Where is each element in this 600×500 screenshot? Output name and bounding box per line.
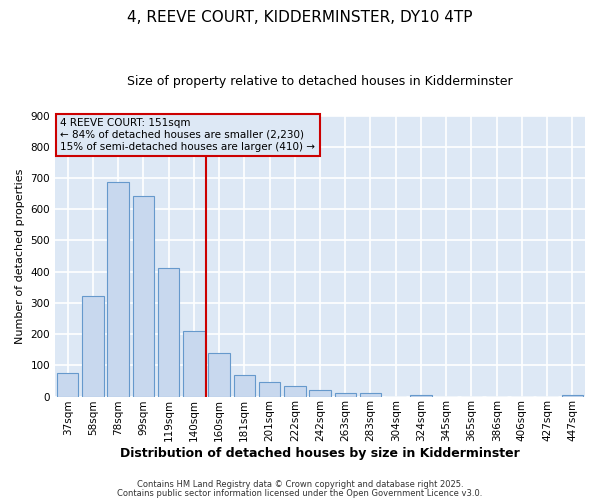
Bar [57, 373, 79, 396]
Bar [133, 196, 154, 396]
Bar [562, 395, 583, 396]
X-axis label: Distribution of detached houses by size in Kidderminster: Distribution of detached houses by size … [120, 447, 520, 460]
Bar [410, 395, 431, 396]
Text: 4 REEVE COURT: 151sqm
← 84% of detached houses are smaller (2,230)
15% of semi-d: 4 REEVE COURT: 151sqm ← 84% of detached … [61, 118, 316, 152]
Bar [208, 354, 230, 397]
Title: Size of property relative to detached houses in Kidderminster: Size of property relative to detached ho… [127, 75, 513, 88]
Bar [233, 376, 255, 396]
Bar [158, 268, 179, 396]
Text: Contains public sector information licensed under the Open Government Licence v3: Contains public sector information licen… [118, 488, 482, 498]
Bar [284, 386, 305, 396]
Bar [183, 331, 205, 396]
Bar [82, 296, 104, 396]
Y-axis label: Number of detached properties: Number of detached properties [15, 168, 25, 344]
Text: Contains HM Land Registry data © Crown copyright and database right 2025.: Contains HM Land Registry data © Crown c… [137, 480, 463, 489]
Bar [335, 393, 356, 396]
Bar [309, 390, 331, 396]
Text: 4, REEVE COURT, KIDDERMINSTER, DY10 4TP: 4, REEVE COURT, KIDDERMINSTER, DY10 4TP [127, 10, 473, 25]
Bar [259, 382, 280, 396]
Bar [107, 182, 129, 396]
Bar [360, 394, 381, 396]
